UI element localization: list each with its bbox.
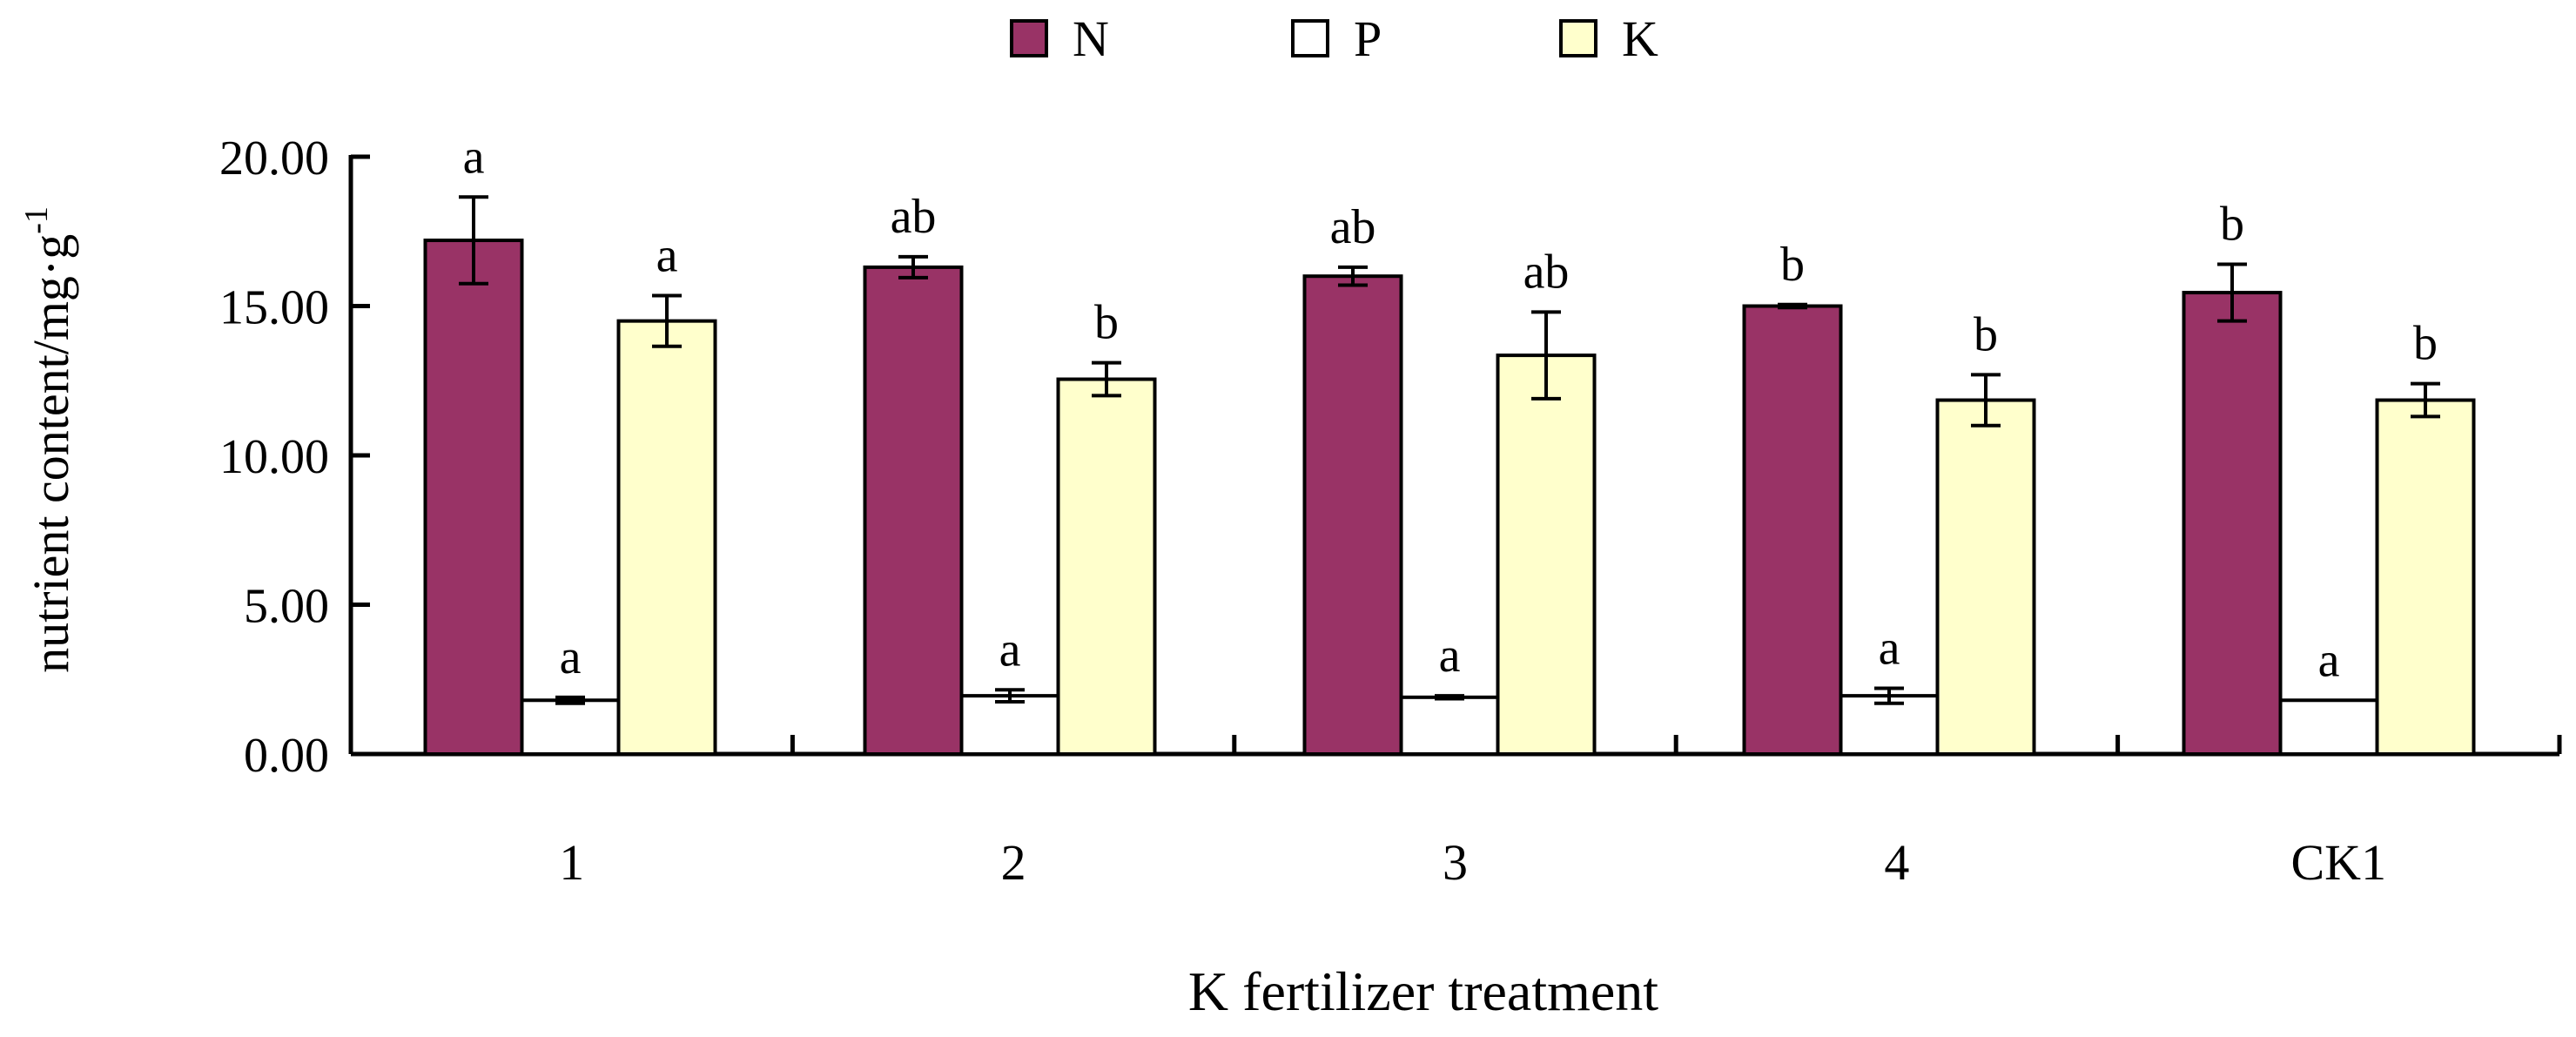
significance-letter: a [2318,633,2340,687]
significance-letter: a [463,130,485,184]
bar-K-CK1 [2375,398,2476,756]
legend-swatch-K [1559,19,1597,57]
legend-label-K: K [1622,10,1658,67]
bar-N-2 [863,265,964,757]
bar-K-3 [1496,354,1597,756]
significance-letter: a [560,630,582,684]
y-tick-label: 20.00 [219,131,329,185]
significance-letter: b [1094,296,1119,350]
bar-P-CK1 [2278,698,2379,757]
legend-swatch-P [1291,19,1329,57]
bar-N-CK1 [2182,291,2283,756]
legend-label-N: N [1073,10,1109,67]
significance-letter: a [1439,629,1461,683]
x-tick-label: CK1 [2291,834,2387,891]
x-tick-label: 4 [1884,834,1909,891]
bar-P-4 [1839,694,1940,756]
bar-N-1 [423,239,524,757]
significance-letter: b [1974,307,1998,361]
bar-P-3 [1399,695,1500,757]
x-tick-label: 2 [1001,834,1026,891]
y-tick-label: 5.00 [244,580,329,634]
significance-letter: a [656,228,678,282]
bar-P-1 [520,698,621,757]
x-tick-label: 3 [1443,834,1468,891]
significance-letter: b [2220,197,2244,251]
bar-K-1 [616,319,717,756]
y-axis-title: nutrient content/mg·g-1 [18,206,79,673]
significance-letter: a [1879,622,1900,676]
bar-N-3 [1302,274,1403,756]
bar-N-4 [1742,304,1843,756]
significance-letter: ab [891,190,937,244]
x-tick-label: 1 [559,834,584,891]
significance-letter: b [2413,317,2438,371]
y-tick-label: 15.00 [219,281,329,335]
x-axis-title: K fertilizer treatment [1188,960,1658,1022]
bar-K-4 [1935,398,2036,756]
legend-label-P: P [1354,10,1382,67]
x-axis: 1 2 3 4 CK1 [351,735,2562,891]
y-axis: 0.00 5.00 10.00 15.00 20.00 [219,131,370,783]
y-axis-title-text: nutrient content/mg·g [23,234,79,673]
significance-letter: a [999,623,1021,677]
y-tick-label: 10.00 [219,430,329,484]
y-tick-label: 0.00 [244,729,329,783]
bar-P-2 [959,694,1060,756]
significance-letter: ab [1330,200,1376,254]
significance-letter: b [1780,238,1805,292]
significance-letter: ab [1523,245,1570,299]
bar-K-2 [1056,377,1157,756]
legend-swatch-N [1010,19,1048,57]
y-axis-title-superscript: -1 [18,206,55,234]
